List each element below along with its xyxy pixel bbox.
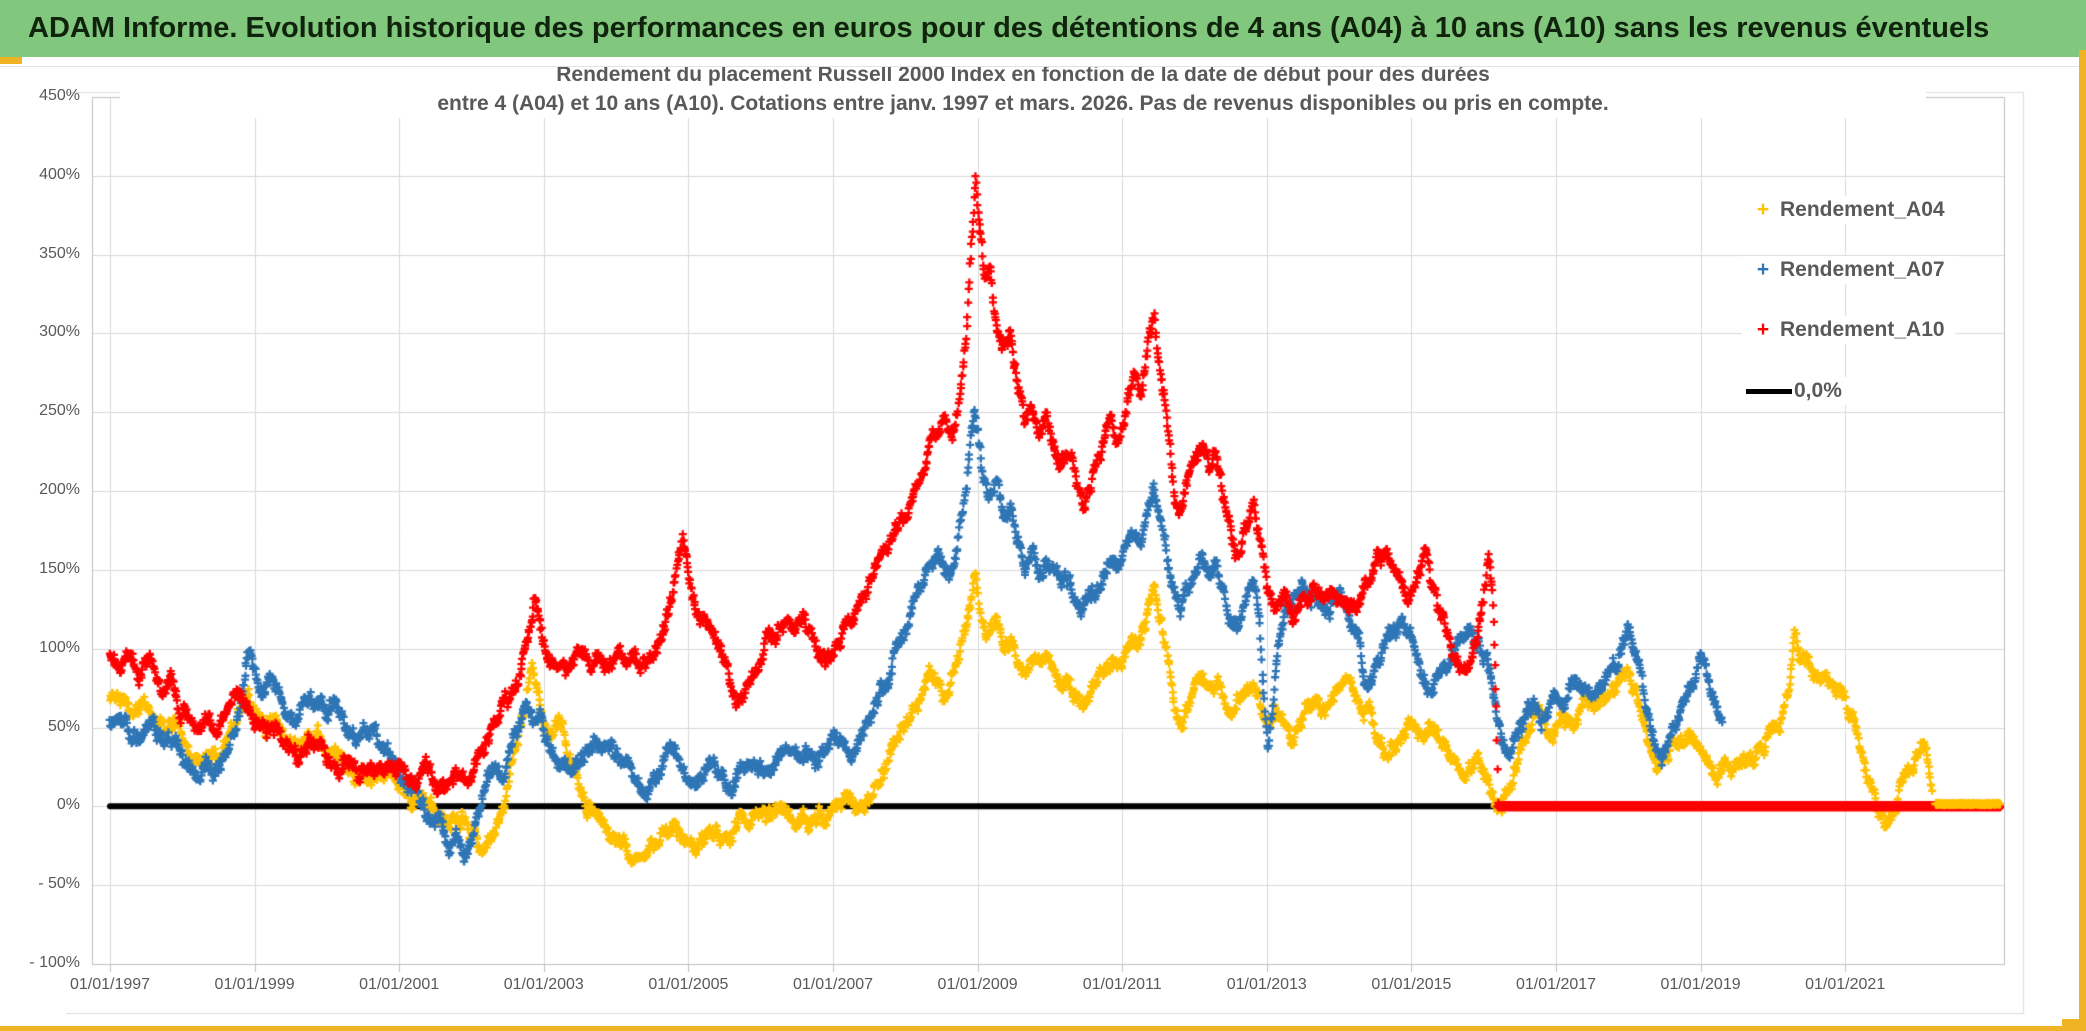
legend-label: Rendement_A10 <box>1780 318 1945 341</box>
gold-accent-bottom-edge <box>0 1026 2086 1031</box>
x-axis-tick-label: 01/01/2011 <box>1082 976 1162 993</box>
x-axis-tick-label: 01/01/2009 <box>937 976 1018 993</box>
legend-item-rendement-a10[interactable]: + Rendement_A10 <box>1742 316 1955 344</box>
y-axis-tick-label: 150% <box>39 559 80 577</box>
x-axis-tick-label: 01/01/2019 <box>1660 976 1741 993</box>
y-axis-tick-label: 100% <box>39 638 80 656</box>
chart-title-line2: entre 4 (A04) et 10 ans (A10). Cotations… <box>120 89 1926 118</box>
y-axis-tick-label: 300% <box>39 323 80 341</box>
plus-marker-icon: + <box>1756 318 1770 341</box>
x-axis-tick-label: 01/01/1999 <box>214 976 295 993</box>
gold-accent-corner <box>2062 1019 2086 1031</box>
y-axis-tick-label: 250% <box>39 402 80 420</box>
x-axis-tick-label: 01/01/2015 <box>1371 976 1452 993</box>
legend-item-rendement-a07[interactable]: + Rendement_A07 <box>1742 256 1955 284</box>
y-axis-tick-label: 0% <box>56 796 80 814</box>
x-axis-tick-label: 01/01/2017 <box>1515 976 1597 993</box>
x-axis-tick-label: 01/01/2007 <box>792 976 874 993</box>
y-axis-tick-label: 50% <box>47 717 80 735</box>
x-axis-tick-label: 01/01/2001 <box>359 976 440 993</box>
y-axis-tick-label: 350% <box>39 244 80 262</box>
x-axis-tick-label: 01/01/2003 <box>503 976 584 993</box>
y-axis-tick-label: - 50% <box>38 875 80 893</box>
y-axis-tick-label: 400% <box>39 165 80 183</box>
y-axis-tick-label: - 100% <box>29 954 80 971</box>
y-axis-tick-label: 200% <box>39 481 80 499</box>
line-marker-icon <box>1746 388 1792 394</box>
plus-marker-icon: + <box>1756 198 1770 221</box>
legend-item-rendement-a04[interactable]: + Rendement_A04 <box>1742 196 1955 224</box>
x-axis-tick-label: 01/01/2013 <box>1226 976 1307 993</box>
header-divider <box>0 57 2086 67</box>
plus-marker-icon: + <box>1756 258 1770 281</box>
gold-accent-right-edge <box>2079 50 2086 1031</box>
legend-label: Rendement_A04 <box>1780 198 1945 221</box>
legend-label: Rendement_A07 <box>1780 258 1945 281</box>
window-title-bar: ADAM Informe. Evolution historique des p… <box>0 0 2086 57</box>
x-axis-tick-label: 01/01/1997 <box>69 976 151 993</box>
page-title: ADAM Informe. Evolution historique des p… <box>28 12 1990 44</box>
gold-accent-left <box>0 57 22 64</box>
x-axis-tick-label: 01/01/2005 <box>648 976 729 993</box>
x-axis-tick-label: 01/01/2021 <box>1805 976 1886 993</box>
legend-item-zero-line[interactable]: 0,0% <box>1742 377 1852 405</box>
legend-label: 0,0% <box>1794 379 1842 402</box>
y-axis-tick-label: 450% <box>39 87 80 104</box>
